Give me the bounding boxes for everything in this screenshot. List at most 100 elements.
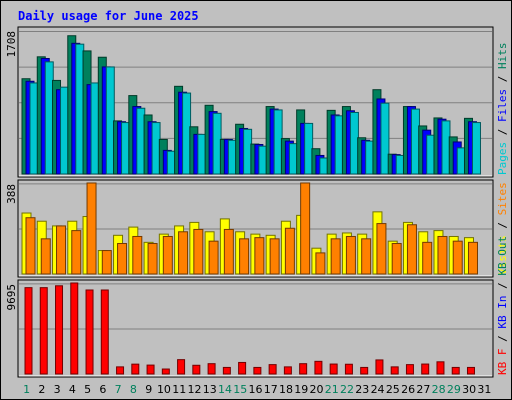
x-tick-label: 8 — [130, 383, 137, 396]
x-tick-label: 9 — [145, 383, 152, 396]
x-tick-label: 17 — [264, 383, 278, 396]
bar-sites-day-25 — [391, 243, 402, 275]
legend-entry: / — [496, 129, 509, 142]
bar-sites-day-15 — [239, 238, 250, 275]
bar-kb-f-day-21 — [329, 363, 338, 375]
bar-sites-day-23 — [361, 238, 372, 275]
x-tick-label: 23 — [355, 383, 369, 396]
bar-sites-day-5 — [86, 182, 97, 275]
x-tick-label: 7 — [115, 383, 122, 396]
legend-entry: Files — [496, 89, 509, 129]
x-tick-label: 14 — [218, 383, 232, 396]
bar-sites-day-4 — [71, 230, 82, 275]
bar-kb-f-day-6 — [100, 289, 109, 375]
bar-sites-day-18 — [284, 227, 295, 275]
x-tick-label: 12 — [187, 383, 201, 396]
bar-sites-day-20 — [315, 252, 326, 275]
bar-kb-f-day-28 — [436, 361, 445, 375]
x-tick-label: 27 — [416, 383, 430, 396]
bar-sites-day-12 — [193, 228, 204, 275]
legend-entry: / — [496, 222, 509, 235]
legend: Visits / Sites — [496, 182, 509, 275]
bar-sites-day-17 — [269, 238, 280, 275]
x-tick-label: 24 — [371, 383, 385, 396]
legend-entry: / — [496, 335, 509, 348]
legend-entry: KB Out — [496, 236, 509, 282]
legend-entry: Visits — [496, 235, 509, 275]
bar-kb-f-day-3 — [55, 285, 64, 375]
legend-entry: KB F — [496, 349, 509, 376]
bar-sites-day-28 — [437, 235, 448, 275]
legend-entry: Hits — [496, 43, 509, 76]
bar-kb-f-day-1 — [24, 287, 33, 375]
bar-sites-day-7 — [117, 243, 128, 275]
bar-sites-day-10 — [162, 235, 173, 275]
x-tick-label: 4 — [69, 383, 76, 396]
bar-kb-f-day-27 — [421, 363, 430, 375]
x-tick-label: 31 — [477, 383, 491, 396]
chart-panels: 1708 Pages / Files / Hits 388 Visits / Site… — [5, 26, 509, 378]
bar-pages-day-30 — [471, 122, 481, 175]
panel-top: 1708 Pages / Files / Hits — [5, 26, 509, 178]
bar-kb-f-day-17 — [268, 364, 277, 375]
legend-entry: Pages — [496, 142, 509, 175]
bar-kb-f-day-20 — [314, 360, 323, 375]
bar-kb-f-day-25 — [390, 366, 399, 375]
legend-entry: / — [496, 76, 509, 89]
chart-title: Daily usage for June 2025 — [18, 9, 199, 23]
x-tick-label: 21 — [325, 383, 339, 396]
bar-sites-day-14 — [223, 228, 234, 275]
bar-kb-f-day-18 — [283, 366, 292, 375]
bar-kb-f-day-14 — [222, 366, 231, 375]
bar-kb-f-day-13 — [207, 363, 216, 375]
bar-sites-day-19 — [300, 182, 311, 275]
x-tick-label: 15 — [233, 383, 247, 396]
bar-sites-day-11 — [178, 231, 189, 275]
panel-bottom: 9695 KB F / KB In / KB Out — [5, 236, 509, 378]
bar-kb-f-day-30 — [466, 366, 475, 375]
x-tick-label: 10 — [157, 383, 171, 396]
y-max-label: 1708 — [5, 31, 18, 58]
legend: KB F / KB In / KB Out — [496, 236, 509, 375]
bar-kb-f-day-24 — [375, 359, 384, 375]
x-tick-label: 26 — [401, 383, 415, 396]
bar-kb-f-day-11 — [177, 359, 186, 375]
bar-sites-day-1 — [25, 217, 36, 275]
bar-sites-day-29 — [452, 240, 463, 275]
bar-sites-day-3 — [56, 225, 67, 275]
y-max-label: 388 — [5, 184, 18, 204]
bar-kb-f-day-10 — [161, 368, 170, 375]
bar-kb-f-day-22 — [344, 363, 353, 375]
x-tick-label: 3 — [54, 383, 61, 396]
x-tick-label: 19 — [294, 383, 308, 396]
bar-kb-f-day-9 — [146, 364, 155, 375]
bar-sites-day-26 — [406, 224, 417, 275]
x-tick-label: 20 — [310, 383, 324, 396]
bar-pages-day-24 — [380, 102, 390, 175]
bar-sites-day-9 — [147, 243, 158, 275]
x-tick-label: 28 — [432, 383, 446, 396]
bar-kb-f-day-8 — [131, 363, 140, 375]
x-axis-labels: 1 2 3 4 5 6 7 8 9 10 11 12 13 14 15 16 17 18 19 20 21 22 23 24 2… — [23, 383, 491, 396]
bar-sites-day-21 — [330, 238, 341, 275]
bar-sites-day-30 — [467, 241, 478, 275]
x-tick-label: 29 — [447, 383, 461, 396]
bar-sites-day-13 — [208, 240, 219, 275]
bar-kb-f-day-23 — [360, 366, 369, 375]
x-tick-label: 16 — [249, 383, 263, 396]
bar-kb-f-day-29 — [451, 366, 460, 375]
x-tick-label: 5 — [84, 383, 91, 396]
bar-sites-day-24 — [376, 223, 387, 275]
bar-sites-day-6 — [101, 250, 112, 275]
legend-entry: Sites — [496, 182, 509, 222]
bar-sites-day-27 — [422, 241, 433, 275]
panel-middle: 388 Visits / Sites — [5, 179, 509, 278]
x-tick-label: 13 — [203, 383, 217, 396]
x-tick-label: 2 — [38, 383, 45, 396]
bar-kb-f-day-15 — [238, 361, 247, 375]
legend-entry: / — [496, 282, 509, 295]
x-tick-label: 1 — [23, 383, 30, 396]
bar-sites-day-22 — [345, 235, 356, 275]
bar-kb-f-day-7 — [116, 366, 125, 375]
